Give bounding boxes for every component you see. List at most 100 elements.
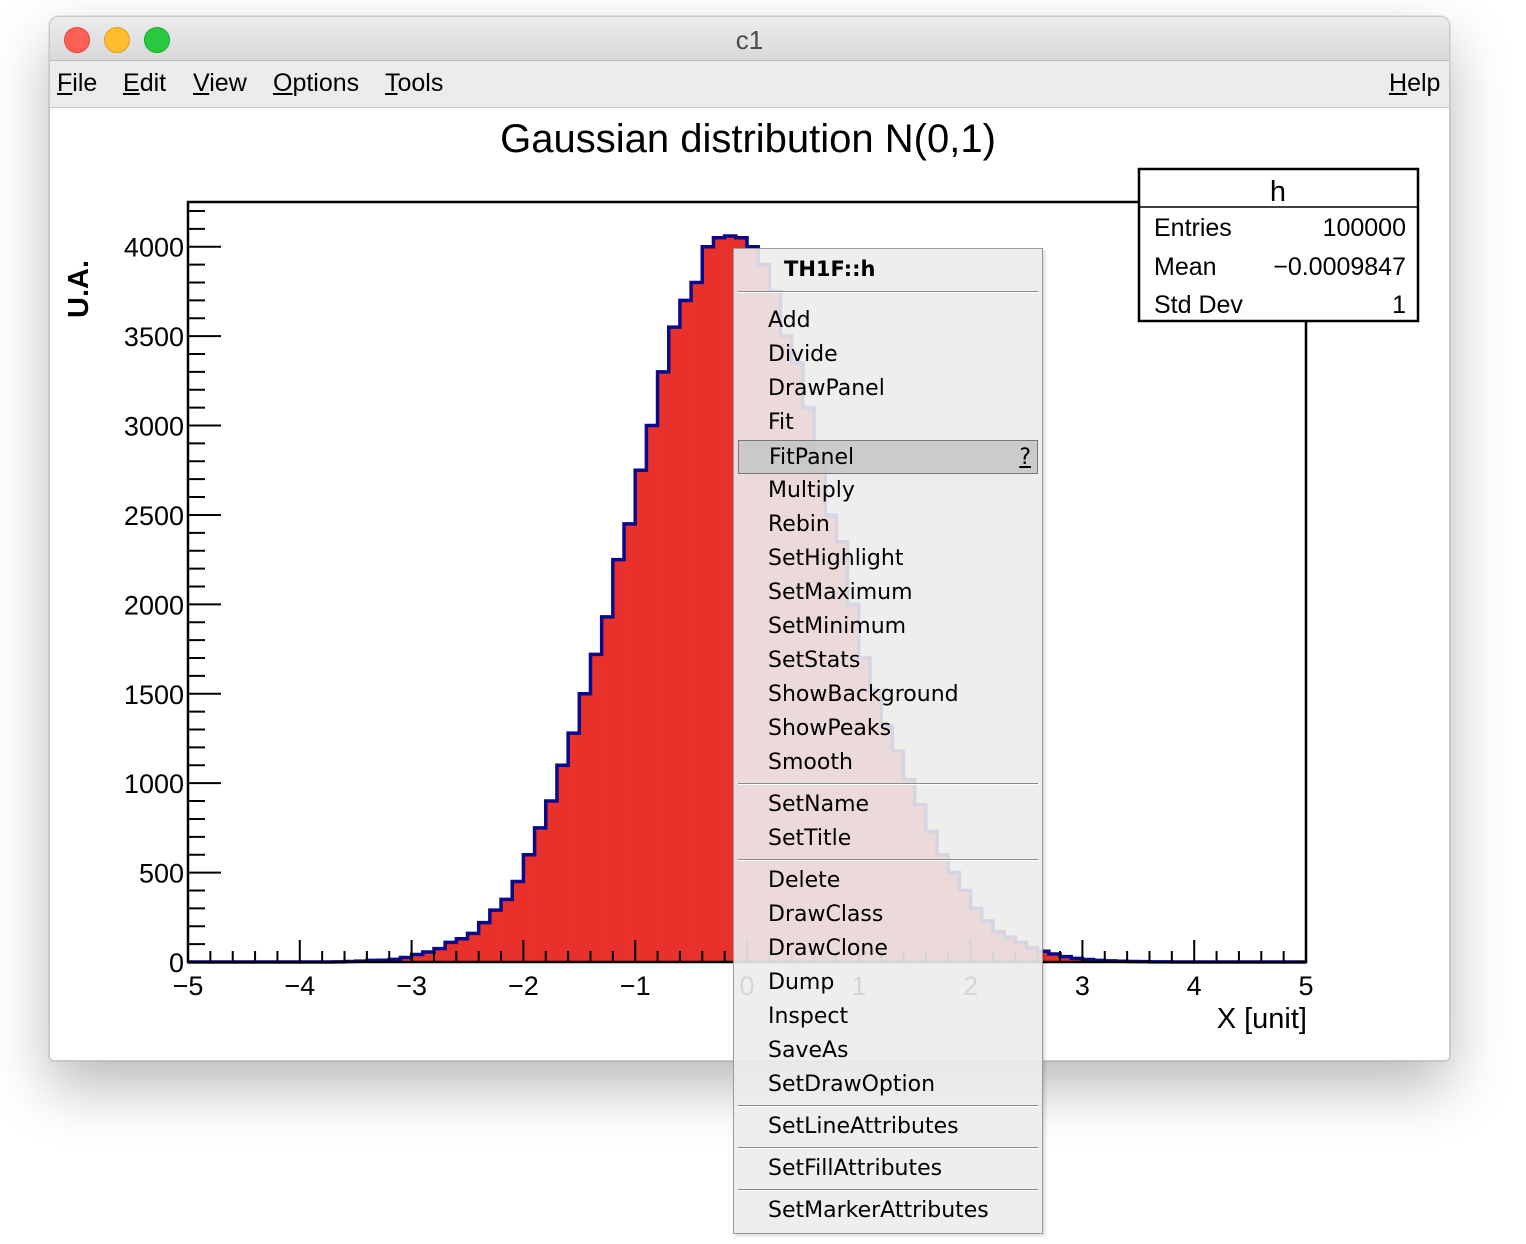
histogram-bin[interactable] — [612, 559, 625, 962]
menu-item-setlineattributes[interactable]: SetLineAttributes — [738, 1110, 1038, 1144]
menu-item-saveas[interactable]: SaveAs — [738, 1034, 1038, 1068]
histogram-bin[interactable] — [646, 425, 658, 962]
histogram-bin[interactable] — [702, 246, 714, 963]
menu-tools[interactable]: Tools — [385, 69, 444, 97]
menu-item-setmaximum[interactable]: SetMaximum — [738, 576, 1038, 610]
histogram-bin[interactable] — [679, 300, 692, 963]
menu-item-label: Delete — [768, 868, 841, 893]
menu-item-multiply[interactable]: Multiply — [738, 474, 1038, 508]
context-menu-title: TH1F::h — [784, 257, 876, 281]
axes: −5−4−3−2−1012345050010001500200025003000… — [124, 209, 1314, 1001]
histogram-bin[interactable] — [556, 765, 569, 962]
y-tick-label: 2500 — [124, 501, 184, 531]
help-marker[interactable]: ? — [1019, 445, 1031, 470]
menu-options[interactable]: Options — [273, 69, 360, 97]
menu-item-label: SetTitle — [768, 826, 852, 851]
menu-item-label: SetMinimum — [768, 614, 907, 639]
histogram-bin[interactable] — [467, 933, 479, 962]
histogram-bin[interactable] — [1037, 951, 1050, 962]
menu-item-inspect[interactable]: Inspect — [738, 1000, 1038, 1034]
menu-item-add[interactable]: Add — [738, 304, 1038, 338]
menu-item-showbackground[interactable]: ShowBackground — [738, 678, 1038, 712]
histogram-bin[interactable] — [422, 951, 435, 962]
histogram-bin[interactable] — [523, 854, 535, 962]
histogram-bin[interactable] — [724, 235, 737, 963]
menu-item-delete[interactable]: Delete — [738, 864, 1038, 898]
histogram-bin[interactable] — [691, 282, 703, 962]
menu-separator — [738, 291, 1038, 293]
histogram-bin[interactable] — [657, 371, 670, 963]
menu-file[interactable]: File — [57, 69, 98, 97]
menu-item-label: Multiply — [768, 478, 855, 503]
histogram-bin[interactable] — [534, 827, 547, 962]
menu-separator — [738, 1147, 1038, 1149]
menu-item-drawclass[interactable]: DrawClass — [738, 898, 1038, 932]
y-tick-label: 1500 — [124, 680, 184, 710]
histogram-bin[interactable] — [590, 654, 602, 962]
stats-label-entries: Entries — [1154, 214, 1232, 242]
menu-item-divide[interactable]: Divide — [738, 338, 1038, 372]
menu-item-fit[interactable]: Fit — [738, 406, 1038, 440]
menu-edit[interactable]: Edit — [123, 69, 167, 97]
zoom-button[interactable] — [144, 27, 170, 53]
menu-item-sethighlight[interactable]: SetHighlight — [738, 542, 1038, 576]
chart-title: Gaussian distribution N(0,1) — [500, 117, 996, 161]
histogram-bin[interactable] — [635, 470, 647, 962]
menu-item-label: SetDrawOption — [768, 1072, 936, 1097]
menu-item-smooth[interactable]: Smooth — [738, 746, 1038, 780]
histogram-bin[interactable] — [512, 881, 524, 962]
menu-item-setdrawoption[interactable]: SetDrawOption — [738, 1068, 1038, 1102]
histogram-bin[interactable] — [433, 948, 446, 962]
menu-item-label: Dump — [768, 970, 835, 995]
menu-bar: File Edit View Options Tools Help — [50, 61, 1449, 108]
x-tick-label: −1 — [620, 971, 651, 1001]
histogram-bin[interactable] — [400, 957, 412, 962]
menu-item-label: SaveAs — [768, 1038, 849, 1063]
histogram-bin[interactable] — [568, 733, 580, 962]
close-button[interactable] — [64, 27, 90, 53]
histogram-bin[interactable] — [601, 616, 614, 962]
menu-separator — [738, 859, 1038, 861]
menu-item-setminimum[interactable]: SetMinimum — [738, 610, 1038, 644]
stats-label-mean: Mean — [1154, 253, 1217, 281]
menu-item-settitle[interactable]: SetTitle — [738, 822, 1038, 856]
menu-help[interactable]: Help — [1389, 69, 1441, 97]
menu-item-setmarkerattributes[interactable]: SetMarkerAttributes — [738, 1194, 1038, 1228]
histogram-bin[interactable] — [1071, 958, 1083, 962]
histogram-bin[interactable] — [1048, 953, 1061, 962]
histogram-bin[interactable] — [489, 910, 502, 962]
histogram-outline — [188, 234, 1306, 964]
histogram-bin[interactable] — [713, 237, 725, 962]
menu-item-fitpanel[interactable]: FitPanel? — [738, 440, 1038, 474]
menu-item-label: Rebin — [768, 512, 830, 537]
menu-item-label: Divide — [768, 342, 838, 367]
menu-item-label: SetHighlight — [768, 546, 904, 571]
histogram-bin[interactable] — [456, 938, 468, 962]
menu-item-setname[interactable]: SetName — [738, 788, 1038, 822]
histogram-bin[interactable] — [545, 801, 558, 962]
y-tick-label: 0 — [169, 948, 184, 978]
x-axis-label: X [unit] — [1217, 1003, 1307, 1035]
histogram-bin[interactable] — [1060, 956, 1072, 962]
menu-item-setstats[interactable]: SetStats — [738, 644, 1038, 678]
histogram-bin[interactable] — [624, 523, 636, 962]
menu-view[interactable]: View — [193, 69, 247, 97]
histogram-bin[interactable] — [579, 693, 591, 962]
menu-item-drawpanel[interactable]: DrawPanel — [738, 372, 1038, 406]
stats-box[interactable]: h Entries 100000 Mean −0.0009847 Std Dev… — [1137, 167, 1420, 323]
menu-item-rebin[interactable]: Rebin — [738, 508, 1038, 542]
title-bar[interactable]: c1 — [50, 17, 1449, 61]
menu-item-label: SetMaximum — [768, 580, 913, 605]
menu-item-dump[interactable]: Dump — [738, 966, 1038, 1000]
histogram-bin[interactable] — [445, 942, 457, 962]
minimize-button[interactable] — [104, 27, 130, 53]
y-tick-label: 1000 — [124, 769, 184, 799]
menu-item-setfillattributes[interactable]: SetFillAttributes — [738, 1152, 1038, 1186]
stats-value-entries: 100000 — [1323, 214, 1406, 242]
histogram-bin[interactable] — [411, 954, 424, 962]
histogram-bin[interactable] — [501, 899, 513, 962]
histogram-bin[interactable] — [478, 922, 491, 962]
histogram-bin[interactable] — [668, 327, 681, 962]
menu-item-showpeaks[interactable]: ShowPeaks — [738, 712, 1038, 746]
menu-item-drawclone[interactable]: DrawClone — [738, 932, 1038, 966]
